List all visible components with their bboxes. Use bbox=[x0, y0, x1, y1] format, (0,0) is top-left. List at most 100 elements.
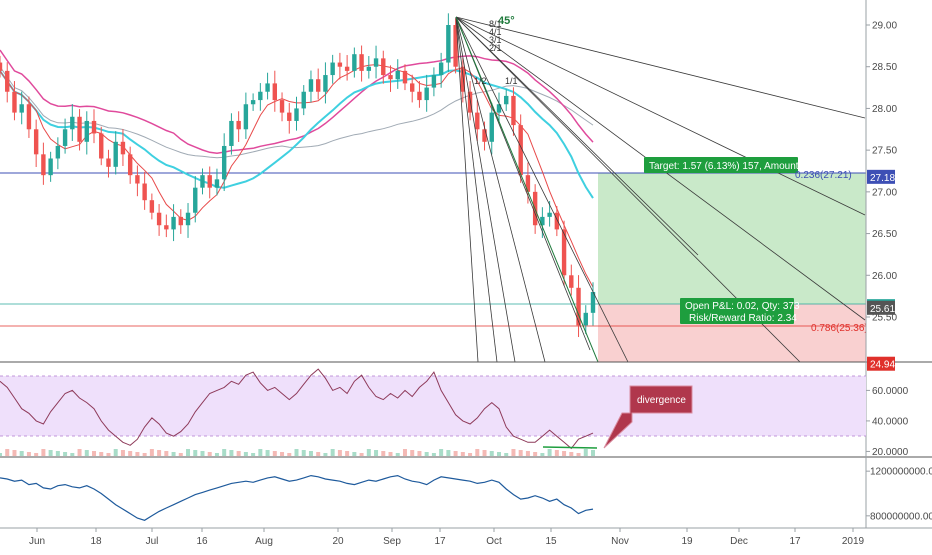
volume-bar bbox=[272, 451, 277, 456]
target-label-text: Target: 1.57 (6.13%) 157, Amount: 1585.6… bbox=[649, 161, 841, 172]
volume-bar bbox=[128, 451, 133, 456]
candle-body bbox=[185, 212, 191, 226]
candle-body bbox=[99, 133, 104, 159]
candle-body bbox=[229, 120, 234, 146]
volume-bar bbox=[287, 453, 292, 456]
osc-axis: 1200000000.0000 800000000.0000 bbox=[866, 467, 932, 522]
candle-body bbox=[540, 216, 545, 226]
candle-body bbox=[453, 25, 458, 67]
price-tick-label: 28.00 bbox=[872, 104, 897, 115]
candle-body bbox=[554, 212, 560, 230]
time-tick-label: 17 bbox=[789, 536, 801, 547]
volume-bar bbox=[308, 451, 313, 456]
volume-bar bbox=[576, 453, 581, 456]
volume-bar bbox=[417, 451, 422, 456]
candle-body bbox=[171, 216, 176, 230]
candle-body bbox=[62, 129, 68, 146]
volume-bar bbox=[374, 450, 379, 456]
volume-bar bbox=[193, 450, 198, 456]
gann-fan-line bbox=[455, 16, 866, 119]
price-axis[interactable]: 29.00 28.50 28.00 27.50 27.00 26.50 26.00 25.50 bbox=[866, 21, 897, 324]
candle-body bbox=[77, 116, 82, 142]
ma-cyan-line bbox=[0, 69, 594, 199]
volume-bar bbox=[222, 449, 227, 456]
volume-bar bbox=[504, 453, 509, 456]
volume-bar bbox=[280, 452, 285, 456]
time-axis[interactable]: Jun 18 Jul 16 Aug 20 Sep 17 Oct 15 Nov 19 Dec 17 2019 bbox=[29, 528, 865, 547]
candle-body bbox=[569, 275, 574, 288]
candle-body bbox=[330, 62, 335, 76]
volume-bar bbox=[468, 453, 473, 456]
rsi-tick-label: 20.0000 bbox=[872, 447, 909, 458]
volume-bar bbox=[135, 452, 140, 456]
gann-ratio-label: 8/1 bbox=[489, 19, 502, 29]
time-tick-label: 2019 bbox=[842, 536, 865, 547]
volume-bar bbox=[171, 452, 176, 456]
volume-bar bbox=[388, 452, 393, 456]
volume-bar bbox=[475, 449, 480, 456]
target-label-bg bbox=[644, 157, 798, 173]
volume-bar bbox=[34, 453, 39, 456]
price-tick-label: 27.50 bbox=[872, 146, 897, 157]
volume-bar bbox=[366, 449, 371, 456]
volume-osc-line bbox=[0, 474, 594, 521]
gann-angle-text: 45° bbox=[498, 15, 515, 27]
candle-body bbox=[590, 291, 596, 313]
candle-body bbox=[48, 158, 53, 176]
candle-body bbox=[279, 100, 285, 113]
volume-bar bbox=[446, 450, 451, 456]
candle-body bbox=[178, 216, 183, 226]
price-tick-label: 25.50 bbox=[872, 313, 897, 324]
price-tick-label: 29.00 bbox=[872, 21, 897, 32]
candle-body bbox=[19, 104, 24, 113]
gann-fan-line bbox=[455, 16, 498, 362]
price-tick-label: 26.50 bbox=[872, 229, 897, 240]
volume-bar bbox=[113, 449, 118, 456]
volume-bar bbox=[149, 449, 154, 456]
candle-body bbox=[424, 87, 429, 101]
candle-body bbox=[33, 129, 39, 155]
divergence-text: divergence bbox=[637, 395, 686, 406]
volume-bar bbox=[0, 453, 2, 456]
volume-bar bbox=[41, 449, 46, 456]
gann-fan-line bbox=[455, 16, 546, 362]
osc-tick-label: 1200000000.0000 bbox=[870, 467, 932, 478]
volume-bars bbox=[0, 449, 595, 456]
volume-bar bbox=[410, 450, 415, 456]
volume-bar bbox=[583, 449, 588, 456]
candle-body bbox=[395, 70, 400, 80]
candle-body bbox=[504, 95, 509, 105]
gann-ratio-label: 3/1 bbox=[489, 35, 502, 45]
candle-body bbox=[84, 120, 89, 142]
volume-bar bbox=[381, 451, 386, 456]
candle-body bbox=[214, 179, 220, 188]
rsi-tick-label: 60.0000 bbox=[872, 386, 909, 397]
time-tick-label: Jun bbox=[29, 536, 45, 547]
target-label-box: Target: 1.57 (6.13%) 157, Amount: 1585.6… bbox=[644, 157, 841, 173]
candle-body bbox=[431, 75, 437, 88]
volume-bar bbox=[562, 451, 567, 456]
candle-body bbox=[193, 187, 198, 213]
volume-bar bbox=[518, 450, 523, 456]
rsi-axis: 60.0000 40.0000 20.0000 bbox=[866, 386, 909, 458]
volume-bar bbox=[547, 449, 552, 456]
volume-bar bbox=[178, 453, 183, 456]
candle-body bbox=[207, 175, 212, 188]
candle-body bbox=[417, 91, 422, 101]
volume-bar bbox=[395, 453, 400, 456]
ma-gray-line bbox=[0, 66, 594, 159]
candle-body bbox=[460, 66, 466, 92]
candle-body bbox=[0, 62, 3, 71]
candle-body bbox=[294, 108, 299, 121]
osc-tick-label: 800000000.0000 bbox=[870, 511, 932, 522]
gann-fan-line bbox=[455, 16, 599, 362]
time-tick-label: 16 bbox=[196, 536, 208, 547]
time-tick-label: 20 bbox=[332, 536, 344, 547]
volume-bar bbox=[157, 450, 162, 456]
volume-bar bbox=[55, 451, 60, 456]
volume-bar bbox=[99, 452, 104, 456]
volume-bar bbox=[265, 450, 270, 456]
volume-bar bbox=[330, 449, 335, 456]
volume-bar bbox=[12, 450, 17, 456]
